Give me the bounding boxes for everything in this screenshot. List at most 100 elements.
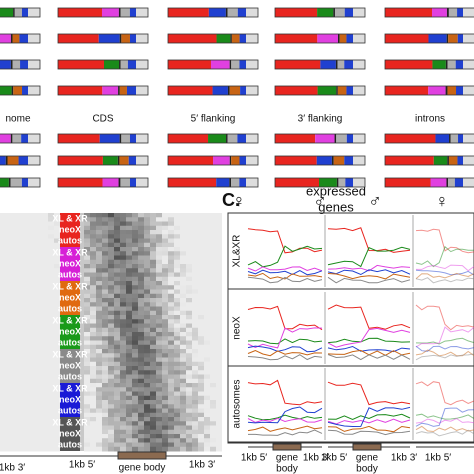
heatmap-cell (6, 230, 12, 235)
heatmap-cell (54, 425, 60, 431)
heatmap-cell (36, 344, 42, 350)
heatmap-cell (126, 344, 132, 350)
heatmap-cell (96, 319, 102, 324)
heatmap-cell (132, 323, 138, 329)
strip-segment (0, 60, 11, 69)
heatmap-cell (90, 298, 96, 303)
heatmap-cell (18, 446, 24, 452)
heatmap-cell (36, 217, 42, 222)
heatmap-cell (126, 302, 132, 307)
heatmap-cell (210, 374, 216, 380)
heatmap-cell (138, 400, 144, 405)
sex-symbol: ♀ (435, 191, 449, 211)
heatmap-cell (126, 357, 132, 363)
heatmap-cell (210, 429, 216, 435)
heatmap-cell (90, 242, 96, 248)
heatmap-cell (204, 387, 210, 392)
heatmap-cell (210, 255, 216, 261)
profile-line (415, 345, 474, 352)
heatmap-cell (174, 412, 180, 418)
heatmap-cell (90, 221, 96, 227)
heatmap-cell (84, 417, 90, 422)
heatmap-cell (198, 268, 204, 273)
heatmap-cell (144, 434, 150, 439)
heatmap-cell (204, 412, 210, 418)
heatmap-cell (90, 429, 96, 435)
heatmap-cell (156, 336, 162, 341)
heatmap-cell (210, 349, 216, 354)
heatmap-cell (48, 268, 54, 273)
heatmap-cell (108, 225, 114, 231)
heatmap-cell (138, 374, 144, 380)
heatmap-cell (54, 332, 60, 337)
heatmap-cell (12, 353, 18, 358)
heatmap-cell (156, 276, 162, 282)
strip-segment (0, 34, 11, 43)
heatmap-cell (0, 378, 6, 384)
heatmap-cell (150, 349, 156, 354)
heatmap-cell (132, 293, 138, 299)
heatmap-cell (156, 408, 162, 414)
heatmap-cell (120, 319, 126, 324)
heatmap-cell (162, 425, 168, 431)
heatmap-cell (6, 332, 12, 337)
heatmap-cell (168, 213, 174, 218)
heatmap-cell (192, 378, 198, 384)
heatmap-cell (180, 344, 186, 350)
heatmap-cell (216, 361, 222, 367)
heatmap-cell (48, 327, 54, 333)
heatmap-cell (42, 315, 48, 320)
heatmap-cell (18, 349, 24, 354)
heatmap-cell (210, 438, 216, 443)
heatmap-cell (126, 255, 132, 261)
heatmap-cell (96, 298, 102, 303)
heatmap-cell (96, 370, 102, 375)
heatmap-cell (24, 429, 30, 435)
heatmap-cell (204, 446, 210, 452)
heatmap-cell (0, 340, 6, 346)
heatmap-cell (174, 293, 180, 299)
heatmap-cell (36, 315, 42, 320)
strip-segment (335, 60, 338, 69)
heatmap-cell (18, 344, 24, 350)
heatmap-cell (216, 276, 222, 282)
profile-line (327, 406, 411, 428)
heatmap-cell (6, 353, 12, 358)
heatmap-cell (174, 438, 180, 443)
heatmap-cell (138, 247, 144, 252)
heatmap-cell (12, 429, 18, 435)
heatmap-cell (144, 213, 150, 218)
heatmap-cell (24, 357, 30, 363)
heatmap-cell (132, 374, 138, 380)
heatmap-cell (210, 383, 216, 388)
heatmap-cell (36, 400, 42, 405)
heatmap-cell (6, 272, 12, 278)
heatmap-cell (84, 387, 90, 392)
heatmap-cell (216, 340, 222, 346)
group-box (60, 281, 80, 315)
heatmap-cell (204, 217, 210, 222)
heatmap-cell (162, 446, 168, 452)
heatmap-cell (132, 213, 138, 218)
heatmap-cell (156, 238, 162, 244)
heatmap-cell (168, 272, 174, 278)
heatmap-cell (18, 285, 24, 290)
strip-segment (121, 34, 130, 43)
heatmap-cell (126, 289, 132, 295)
heatmap-cell (162, 336, 168, 341)
heatmap-cell (192, 429, 198, 435)
heatmap-cell (174, 404, 180, 409)
heatmap-cell (102, 213, 108, 218)
heatmap-cell (102, 344, 108, 350)
heatmap-cell (24, 264, 30, 269)
heatmap-cell (126, 285, 132, 290)
strip-border (274, 33, 366, 44)
strip-segment (275, 134, 316, 143)
heatmap-cell (174, 298, 180, 303)
strip-end (246, 134, 258, 143)
heatmap-cell (84, 217, 90, 222)
heatmap-cell (90, 238, 96, 244)
heatmap-cell (204, 238, 210, 244)
strip-segment (19, 34, 28, 43)
heatmap-cell (168, 442, 174, 448)
